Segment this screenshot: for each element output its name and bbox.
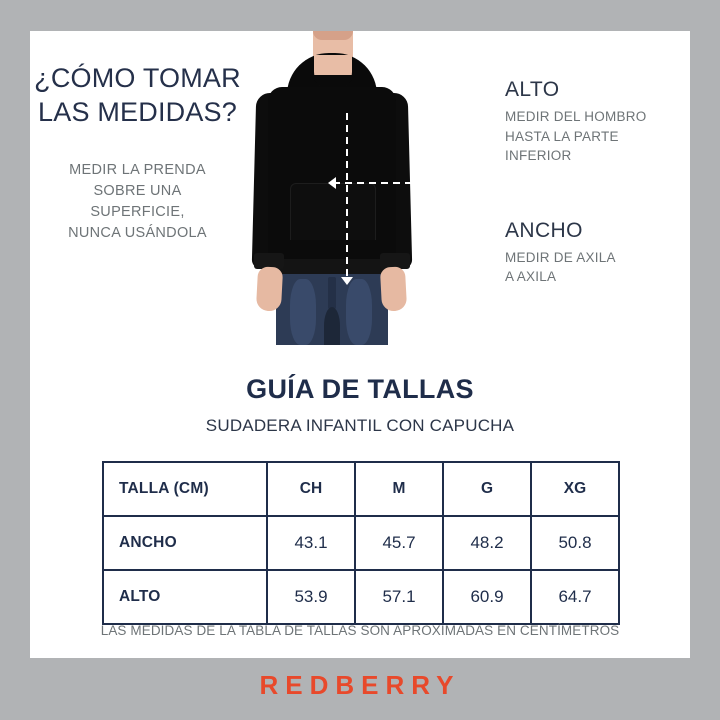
hoodie-cuff-right [380,253,410,269]
size-table: TALLA (CM) CH M G XG ANCHO 43.1 45.7 48.… [102,461,620,625]
table-cell: 48.2 [442,515,532,571]
right-measurements-column: ALTO MEDIR DEL HOMBRO HASTA LA PARTE INF… [505,77,690,287]
table-cell: 57.1 [354,569,444,625]
page-title: ¿CÓMO TOMAR LAS MEDIDAS? [34,63,241,127]
table-cell: 64.7 [530,569,620,625]
table-cell: 43.1 [266,515,356,571]
hoodie-kangaroo-pocket [290,183,376,240]
how-to-measure-section: ¿CÓMO TOMAR LAS MEDIDAS? MEDIR LA PRENDA… [30,31,690,346]
table-cell: 50.8 [530,515,620,571]
left-instructions-column: ¿CÓMO TOMAR LAS MEDIDAS? MEDIR LA PRENDA… [30,61,245,244]
jeans-highlight-left [290,279,316,345]
model-chin-shadow [313,31,353,40]
measurement-ancho-description: MEDIR DE AXILA A AXILA [505,249,616,285]
table-header-cell: M [354,461,444,517]
jeans-fly [328,277,336,309]
size-guide-card: ¿CÓMO TOMAR LAS MEDIDAS? MEDIR LA PRENDA… [30,31,690,658]
table-header-cell: G [442,461,532,517]
table-header-cell: TALLA (CM) [102,461,268,517]
size-guide-subtitle: SUDADERA INFANTIL CON CAPUCHA [205,416,515,435]
ancho-arrowhead-left-icon [328,177,336,189]
hoodie-model-photo [240,31,420,345]
table-row: ALTO 53.9 57.1 60.9 64.7 [102,569,620,625]
jeans-crotch-seam [324,307,340,345]
measurement-ancho: ANCHO MEDIR DE AXILA A AXILA [505,218,690,287]
measurement-alto-description: MEDIR DEL HOMBRO HASTA LA PARTE INFERIOR [505,109,647,163]
table-header-cell: CH [266,461,356,517]
table-cell: 45.7 [354,515,444,571]
jeans-highlight-right [346,279,372,345]
table-row-label: ALTO [102,569,268,625]
measurement-ancho-title: ANCHO [505,218,583,242]
model-hand-left [255,266,284,312]
table-row-label: ANCHO [102,515,268,571]
alto-arrowhead-icon [341,277,353,285]
hoodie-cuff-left [254,253,284,269]
size-guide-title: GUÍA DE TALLAS [246,374,474,404]
ancho-measure-line-icon [333,182,420,184]
table-cell: 53.9 [266,569,356,625]
hoodie-hem-band [268,259,396,275]
table-row: ANCHO 43.1 45.7 48.2 50.8 [102,515,620,571]
table-header-row: TALLA (CM) CH M G XG [102,461,620,517]
measurement-alto: ALTO MEDIR DEL HOMBRO HASTA LA PARTE INF… [505,77,690,166]
measuring-instructions-text: MEDIR LA PRENDA SOBRE UNA SUPERFICIE, NU… [68,162,207,241]
alto-measure-line-icon [346,113,348,278]
table-header-cell: XG [530,461,620,517]
model-hand-right [379,266,408,312]
table-cell: 60.9 [442,569,532,625]
size-table-note: LAS MEDIDAS DE LA TABLA DE TALLAS SON AP… [100,623,620,638]
measurement-alto-title: ALTO [505,78,560,101]
brand-logo: REDBERRY [259,670,461,700]
